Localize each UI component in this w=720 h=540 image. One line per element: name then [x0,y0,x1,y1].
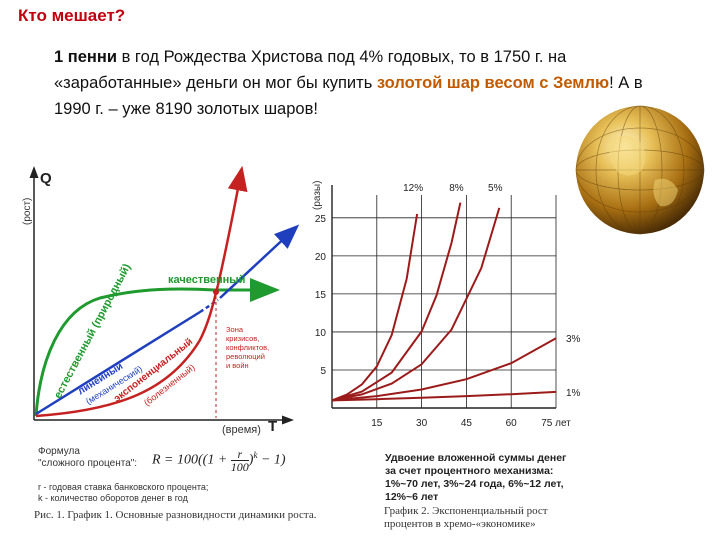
formula-title: Формула "сложного процента": [38,446,137,470]
graph2-info-1: Удвоение вложенной суммы денег [385,452,567,464]
y-tick-label: 20 [315,252,327,263]
x-tick-label: 30 [416,418,428,429]
linear-dashed [199,298,219,314]
x-tick-label: 75 лет [541,418,571,429]
graph2-y-label: (разы) [312,180,323,210]
graph1-caption: Рис. 1. График 1. Основные разновидности… [34,509,317,521]
x-tick-label: 45 [461,418,473,429]
y-tick-label: 25 [315,214,327,225]
qualitative-label: качественный [168,274,246,286]
crisis-line-5: и войн [226,361,249,370]
graph1-y-label: Q [40,170,52,187]
intro-part2: ! А в 1990 г. – уже 8190 золотых шаров! [54,74,643,118]
intro-part1: в год Рождества Христова под 4% годовых,… [54,48,567,92]
crisis-line-1: Зона [226,325,244,334]
graph2-caption-1: График 2. Экспоненциальный рост [384,505,548,517]
graph2-info: Удвоение вложенной суммы денег за счет п… [385,452,595,504]
series-label: 3% [566,334,581,345]
exponential-arrow [216,165,248,286]
exponential-curve [35,284,220,418]
series-line-0 [331,213,419,402]
formula-note-r: r - годовая ставка банковского процента; [38,482,209,492]
linear-line [35,310,201,416]
crisis-line-4: революций [226,352,265,361]
crisis-line-2: кризисов, [226,334,260,343]
series-label: 5% [488,183,503,194]
graph2-caption-2: процентов в хремо-«экономике» [384,518,536,530]
y-tick-label: 10 [315,328,327,339]
series-label: 12% [403,183,423,194]
graph2-info-2: за счет процентного механизма: [385,465,554,477]
y-tick-label: 5 [320,366,326,377]
x-tick-label: 15 [371,418,383,429]
compound-formula: R = 100((1 + r 100)k − 1) [152,447,286,474]
crisis-line-3: конфликтов, [226,343,270,352]
natural-curve [34,287,216,417]
intro-paragraph: 1 пенни в год Рождества Христова под 4% … [54,44,674,122]
series-line-1 [331,202,462,402]
x-tick-label: 60 [506,418,518,429]
y-tick-label: 15 [315,290,327,301]
graph1-x-sub: (время) [222,424,261,436]
intersection-point [213,289,219,295]
series-line-2 [331,207,501,402]
formula-title-2: "сложного процента": [38,458,138,469]
graph1-x-label: T [268,418,278,435]
graph2-info-3: 1%~70 лет, 3%~24 года, 6%~12 лет, 12%~6 … [385,478,564,503]
slide-title: Кто мешает? [18,6,126,25]
formula-title-1: Формула [38,446,80,457]
linear-arrow [219,224,300,299]
intro-bold-start: 1 пенни [54,48,117,66]
formula-notes: r - годовая ставка банковского процента;… [38,482,208,504]
series-line-4 [331,390,557,402]
graph2-caption: График 2. Экспоненциальный рост проценто… [384,505,548,531]
series-label: 1% [566,388,581,399]
intro-highlight: золотой шар весом с Землю [376,74,610,92]
formula-note-k: k - количество оборотов денег в год [38,493,188,503]
golden-globe-icon [575,105,705,235]
series-line-3 [331,337,557,402]
series-label: 8% [449,183,464,194]
crisis-zone-label: Зона кризисов, конфликтов, революций и в… [226,325,269,370]
